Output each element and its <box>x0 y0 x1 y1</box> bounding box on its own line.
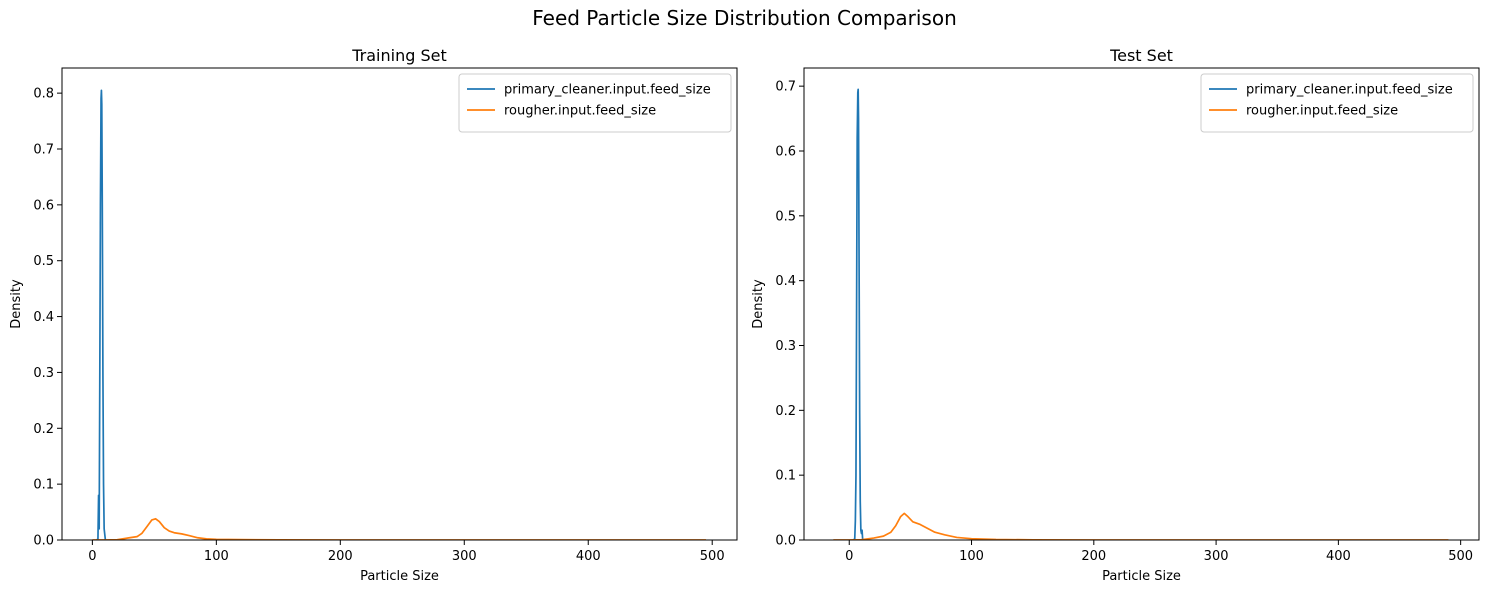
x-tick-label: 200 <box>328 549 353 564</box>
legend-box <box>458 73 732 133</box>
y-tick-label: 0.5 <box>775 209 796 224</box>
x-tick-label: 500 <box>700 549 725 564</box>
legend-box <box>1200 73 1474 133</box>
axes-frame <box>803 67 1480 541</box>
y-axis-label: Density <box>9 279 24 329</box>
y-tick-label: 0.0 <box>775 534 796 549</box>
axes-frame <box>61 67 738 541</box>
x-axis-label: Particle Size <box>360 569 439 584</box>
y-axis-label: Density <box>751 279 766 329</box>
x-tick-label: 400 <box>1326 549 1351 564</box>
x-tick-label: 200 <box>1081 549 1106 564</box>
y-tick-label: 0.3 <box>775 339 796 354</box>
legend-label: primary_cleaner.input.feed_size <box>1246 83 1453 98</box>
y-tick-label: 0.1 <box>33 478 54 493</box>
chart-title: Training Set <box>351 46 447 65</box>
x-tick-label: 0 <box>88 549 96 564</box>
legend-label: primary_cleaner.input.feed_size <box>504 83 711 98</box>
y-tick-label: 0.2 <box>33 422 54 437</box>
y-tick-label: 0.3 <box>33 366 54 381</box>
x-tick-label: 500 <box>1448 549 1473 564</box>
y-tick-label: 0.6 <box>775 144 796 159</box>
x-axis-label: Particle Size <box>1102 569 1181 584</box>
x-tick-label: 300 <box>452 549 477 564</box>
y-tick-label: 0.8 <box>33 87 54 102</box>
y-tick-label: 0.4 <box>775 274 796 289</box>
series-line-0 <box>96 89 107 540</box>
x-tick-label: 400 <box>576 549 601 564</box>
x-tick-label: 0 <box>845 549 853 564</box>
x-tick-label: 300 <box>1204 549 1229 564</box>
series-line-1 <box>833 512 1449 540</box>
y-tick-label: 0.7 <box>33 142 54 157</box>
training-set-panel: Training Set 0 100 200 300 400 500 0.0 0.1 0.2 0.3… <box>9 46 738 584</box>
x-tick-label: 100 <box>959 549 984 564</box>
y-tick-label: 0.0 <box>33 534 54 549</box>
figure-title: Feed Particle Size Distribution Comparis… <box>532 6 957 30</box>
y-tick-label: 0.7 <box>775 80 796 95</box>
y-tick-label: 0.2 <box>775 404 796 419</box>
x-tick-label: 100 <box>204 549 229 564</box>
y-tick-label: 0.4 <box>33 310 54 325</box>
test-set-panel: Test Set 0 100 200 300 400 500 0.0 0.1 0.2 0.3 0.4 0… <box>751 46 1480 584</box>
legend-label: rougher.input.feed_size <box>1246 104 1398 119</box>
y-tick-label: 0.5 <box>33 254 54 269</box>
series-line-1 <box>92 517 707 540</box>
legend-label: rougher.input.feed_size <box>504 104 656 119</box>
y-tick-label: 0.6 <box>33 198 54 213</box>
chart-title: Test Set <box>1109 46 1173 65</box>
y-tick-label: 0.1 <box>775 469 796 484</box>
series-line-0 <box>852 88 864 540</box>
